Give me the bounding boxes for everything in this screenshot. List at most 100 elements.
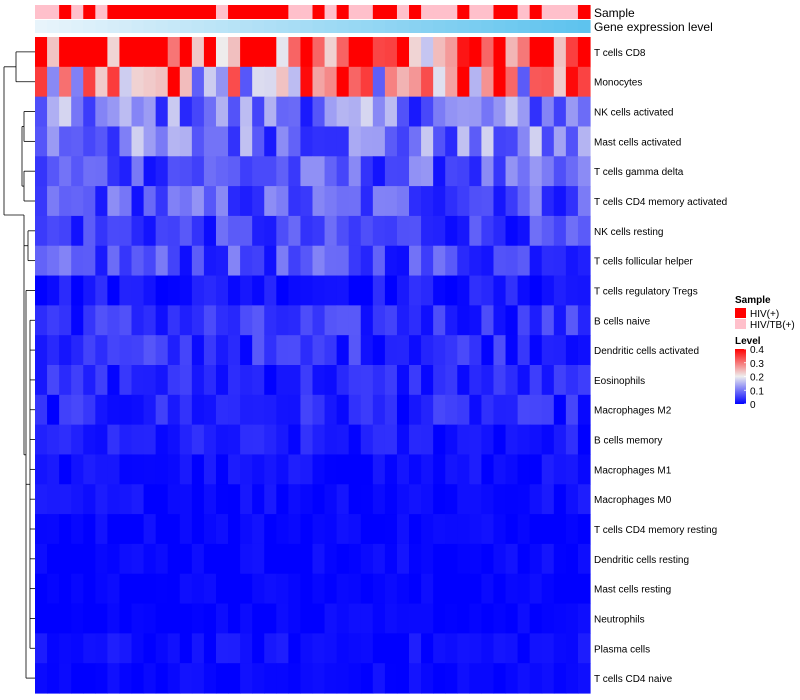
heatmap-cell [565, 245, 579, 277]
heatmap-cell [203, 66, 217, 98]
heatmap-cell [312, 484, 326, 515]
heatmap-cell [95, 663, 108, 694]
heatmap-cell [47, 573, 60, 605]
expression-annotation-label: Gene expression level [594, 20, 713, 34]
heatmap-cell [131, 543, 145, 575]
heatmap-cell [240, 514, 253, 545]
heatmap-cell [119, 573, 133, 605]
heatmap-cell [541, 186, 555, 217]
heatmap-cell [577, 424, 591, 456]
heatmap-cell [409, 156, 422, 187]
heatmap-cell [203, 275, 217, 306]
heatmap-cell [47, 424, 60, 456]
heatmap-cell [83, 514, 96, 545]
heatmap-cell [35, 454, 48, 485]
heatmap-cell [179, 573, 193, 605]
heatmap-cell [83, 633, 96, 664]
heatmap-cell [312, 96, 326, 128]
sample-cell [240, 5, 253, 19]
heatmap-cell [252, 245, 265, 277]
heatmap-cell [445, 603, 458, 634]
heatmap-cell [457, 663, 470, 694]
heatmap-cell [481, 305, 495, 336]
heatmap-cell [228, 156, 241, 187]
legend-swatch-hivtb [735, 319, 746, 329]
row-label: Dendritic cells resting [594, 555, 689, 566]
heatmap-cell [167, 305, 181, 336]
heatmap-cell [541, 126, 555, 157]
expression-cell [83, 20, 96, 33]
heatmap-cell [300, 37, 314, 68]
heatmap-cell [481, 424, 495, 456]
heatmap-cell [155, 186, 169, 217]
heatmap-cell [276, 365, 289, 396]
heatmap-cell [312, 275, 326, 306]
heatmap-cell [481, 663, 495, 694]
heatmap-cell [445, 484, 458, 515]
heatmap-cell [336, 335, 350, 366]
heatmap-cell [445, 126, 458, 157]
heatmap-cell [215, 126, 229, 157]
heatmap-cell [469, 424, 483, 456]
heatmap-cell [324, 365, 338, 396]
heatmap-cell [288, 245, 302, 277]
heatmap-cell [445, 215, 458, 247]
expression-cell [191, 20, 205, 33]
heatmap-cell [565, 424, 579, 456]
heatmap-cell [179, 126, 193, 157]
heatmap-cell [276, 156, 289, 187]
heatmap-cell [252, 484, 265, 515]
heatmap-cell [71, 275, 84, 306]
heatmap-cell [252, 424, 265, 456]
heatmap-cell [529, 245, 543, 277]
heatmap-cell [505, 126, 519, 157]
heatmap-cell [505, 514, 519, 545]
sample-cell [348, 5, 362, 19]
heatmap-cell [409, 633, 422, 664]
heatmap-cell [541, 365, 555, 396]
heatmap-cell [71, 484, 84, 515]
heatmap-cell [252, 454, 265, 485]
heatmap-cell [505, 603, 519, 634]
heatmap-cell [228, 126, 241, 157]
level-tick-label: 0.4 [750, 345, 764, 356]
heatmap-cell [481, 186, 495, 217]
heatmap-cell [143, 335, 157, 366]
heatmap-cell [59, 573, 72, 605]
heatmap-cell [179, 484, 193, 515]
heatmap-cell [83, 305, 96, 336]
heatmap-cell [421, 454, 434, 485]
heatmap-cell [276, 126, 289, 157]
heatmap-cell [300, 543, 314, 575]
heatmap-cell [264, 96, 277, 128]
heatmap-cell [372, 663, 386, 694]
heatmap-cell [529, 424, 543, 456]
heatmap-cell [71, 603, 84, 634]
heatmap-cell [131, 66, 145, 98]
heatmap-cell [167, 365, 181, 396]
heatmap-cell [215, 573, 229, 605]
sample-cell [300, 5, 314, 19]
heatmap-cell [276, 663, 289, 694]
heatmap-cell [469, 245, 483, 277]
heatmap-cell [312, 335, 326, 366]
heatmap-cell [324, 484, 338, 515]
heatmap-cell [445, 365, 458, 396]
heatmap-cell [179, 37, 193, 68]
heatmap-cell [155, 633, 169, 664]
heatmap-cell [493, 305, 507, 336]
heatmap-cell [336, 275, 350, 306]
heatmap-cell [252, 305, 265, 336]
heatmap-cell [409, 275, 422, 306]
expression-cell [215, 20, 229, 33]
expression-cell [433, 20, 446, 33]
heatmap-cell [541, 245, 555, 277]
heatmap-cell [191, 275, 205, 306]
heatmap-cell [517, 394, 531, 426]
heatmap-cell [191, 424, 205, 456]
heatmap-cell [372, 514, 386, 545]
heatmap-cell [409, 96, 422, 128]
heatmap-cell [252, 603, 265, 634]
heatmap-cell [577, 186, 591, 217]
heatmap-cell [336, 394, 350, 426]
